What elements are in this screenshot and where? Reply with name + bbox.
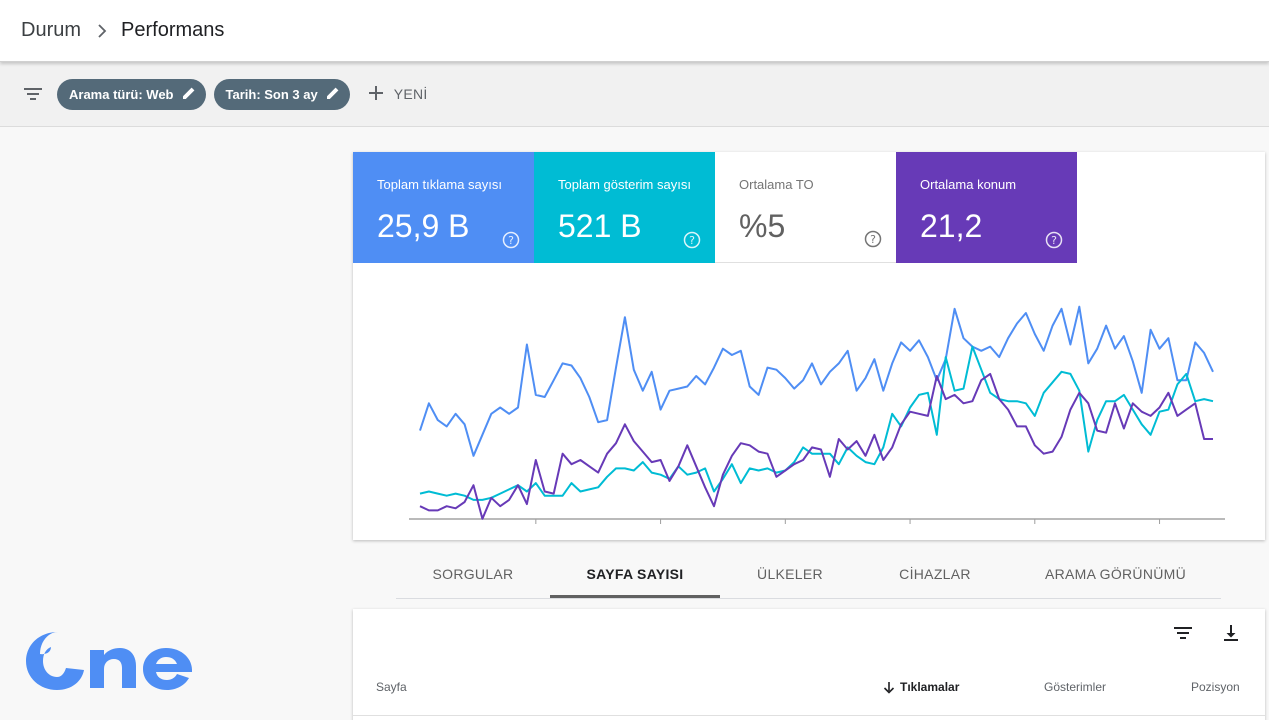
metric-total-clicks[interactable]: Toplam tıklama sayısı 25,9 B ? [353, 152, 534, 263]
new-filter-label: YENİ [393, 86, 428, 102]
arrow-down-icon [883, 681, 895, 694]
metric-average-ctr[interactable]: Ortalama TO %5 ? [715, 152, 896, 263]
filter-bar: Arama türü: Web Tarih: Son 3 ay YENİ [0, 62, 1269, 127]
x-axis-tick-label: February 11 [629, 538, 693, 540]
chip-label: Arama türü: Web [69, 86, 174, 102]
x-axis-tick-label: April 8 [1143, 538, 1177, 540]
metric-label: Ortalama konum [920, 177, 1017, 192]
search-type-filter-chip[interactable]: Arama türü: Web [57, 78, 206, 110]
pages-table-card: Sayfa Tıklamalar Gösterimler Pozisyon [353, 609, 1265, 720]
date-filter-chip[interactable]: Tarih: Son 3 ay [213, 78, 350, 110]
performance-line-chart[interactable]: Jan 28, 2018 February 11 February 25 March … [353, 263, 1265, 540]
column-header-page[interactable]: Sayfa [376, 680, 407, 694]
table-divider [353, 715, 1265, 716]
tab-pages[interactable]: SAYFA SAYISI [586, 565, 684, 582]
tab-search-appearance[interactable]: ARAMA GÖRÜNÜMÜ [1044, 565, 1187, 582]
metric-total-impressions[interactable]: Toplam gösterim sayısı 521 B ? [534, 152, 715, 263]
help-icon[interactable]: ? [864, 230, 882, 248]
column-header-impressions[interactable]: Gösterimler [1044, 680, 1107, 694]
position-series-line[interactable] [419, 372, 1213, 520]
app-header: Durum Performans [0, 0, 1269, 62]
page-title: Performans [121, 19, 225, 41]
x-axis-tick-label: Jan 28, 2018 [501, 538, 571, 540]
metric-average-position[interactable]: Ortalama konum 21,2 ? [896, 152, 1077, 263]
metric-value: 521 B [558, 208, 642, 244]
svg-text:?: ? [870, 233, 876, 246]
active-tab-indicator [550, 595, 720, 598]
new-filter-button[interactable]: YENİ [368, 85, 428, 104]
filter-rows-icon[interactable] [1171, 621, 1195, 645]
breadcrumb-parent[interactable]: Durum [21, 19, 82, 41]
download-icon[interactable] [1219, 621, 1243, 645]
tab-queries[interactable]: SORGULAR [432, 565, 514, 582]
plus-icon [368, 85, 384, 104]
metric-label: Toplam tıklama sayısı [377, 177, 502, 192]
edit-icon[interactable] [182, 86, 196, 103]
metric-value: 21,2 [920, 208, 983, 244]
tab-countries[interactable]: ÜLKELER [757, 565, 823, 582]
edit-icon[interactable] [326, 86, 340, 103]
x-axis-tick-label: February 25 [753, 538, 818, 540]
metric-value: 25,9 B [377, 208, 470, 244]
tab-devices[interactable]: CİHAZLAR [899, 565, 971, 582]
chip-label: Tarih: Son 3 ay [225, 86, 318, 102]
x-axis-tick-label: March 25 [1010, 538, 1060, 540]
clicks-series-line[interactable] [419, 305, 1214, 457]
filter-icon[interactable] [23, 84, 43, 104]
svg-text:?: ? [689, 234, 695, 247]
svg-text:?: ? [1051, 234, 1057, 247]
metric-label: Toplam gösterim sayısı [558, 177, 691, 192]
column-header-label: Tıklamalar [900, 680, 960, 694]
column-header-position[interactable]: Pozisyon [1191, 680, 1240, 694]
one-logo [26, 632, 193, 690]
metric-value: %5 [739, 208, 786, 244]
column-header-clicks[interactable]: Tıklamalar [883, 680, 959, 694]
performance-card: Toplam tıklama sayısı 25,9 B ? Toplam gö… [353, 152, 1265, 540]
x-axis-tick-label: March 11 [885, 538, 934, 540]
help-icon[interactable]: ? [683, 231, 701, 249]
help-icon[interactable]: ? [502, 231, 520, 249]
chevron-right-icon [97, 23, 107, 38]
svg-text:?: ? [508, 234, 514, 247]
metric-label: Ortalama TO [739, 177, 814, 192]
help-icon[interactable]: ? [1045, 231, 1063, 249]
report-tabs: SORGULAR SAYFA SAYISI ÜLKELER CİHAZLAR A… [396, 549, 1221, 599]
impressions-series-line[interactable] [419, 345, 1214, 501]
